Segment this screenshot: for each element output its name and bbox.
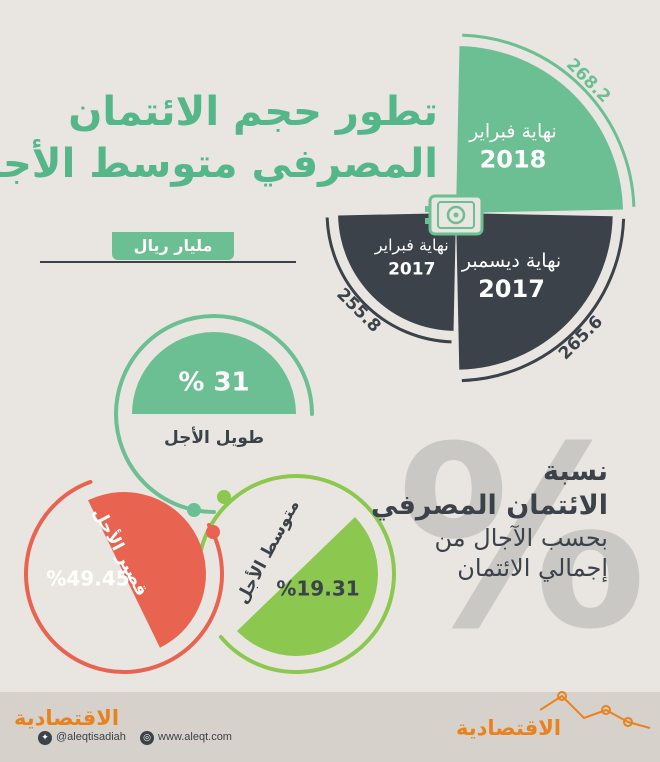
share-ring-dot-0 xyxy=(187,503,201,517)
share-title-line-1: نسبة xyxy=(542,456,608,487)
share-title-line-2: الائتمان المصرفي xyxy=(370,489,608,521)
title-line-1: تطور حجم الائتمان xyxy=(68,89,438,135)
globe-icon[interactable]: ◎ xyxy=(140,731,154,745)
share-ring-0 xyxy=(114,314,314,514)
radial-year-label-1: 2017 xyxy=(478,275,545,303)
chart-title: تطور حجم الائتمان المصرفي متوسط الأجل xyxy=(0,86,438,190)
radial-outer-arc-1 xyxy=(461,218,626,383)
unit-label: مليار ريال xyxy=(112,232,234,260)
share-chart-title: نسبة الائتمان المصرفي بحسب الآجال من إجم… xyxy=(348,455,608,583)
share-value-label-0: % 31 xyxy=(178,368,249,398)
website-link[interactable]: www.aleqt.com xyxy=(158,731,232,743)
share-ring-dot-1 xyxy=(217,490,231,504)
share-slice-1 xyxy=(237,517,378,656)
share-title-line-3: بحسب الآجال من xyxy=(434,523,608,552)
radial-bar-2 xyxy=(338,213,456,331)
safe-icon xyxy=(425,194,484,236)
radial-period-label-1: نهاية ديسمبر xyxy=(461,250,561,272)
share-ring-2 xyxy=(24,479,224,674)
footer-trend-line-icon xyxy=(540,691,651,729)
twitter-handle[interactable]: @aleqtisadiah xyxy=(56,731,126,743)
share-slice-2 xyxy=(88,492,206,648)
share-title-line-4: إجمالي الائتمان xyxy=(457,553,608,582)
radial-outer-arc-0 xyxy=(462,33,636,207)
radial-period-label-2: نهاية فبراير xyxy=(374,235,449,255)
share-value-label-1: %19.31 xyxy=(276,577,359,601)
radial-year-label-0: 2018 xyxy=(480,145,547,173)
radial-period-label-0: نهاية فبراير xyxy=(468,120,557,142)
twitter-icon[interactable]: ✦ xyxy=(38,731,52,745)
title-line-2: المصرفي متوسط الأجل xyxy=(0,141,438,187)
radial-year-label-2: 2017 xyxy=(388,259,435,279)
share-value-label-2: %49.45 xyxy=(46,567,129,591)
share-ring-1 xyxy=(196,474,396,674)
share-slice-0 xyxy=(132,332,296,414)
share-name-label-0: طويل الأجل xyxy=(164,427,264,448)
unit-divider xyxy=(40,261,296,263)
radial-outer-arc-2 xyxy=(325,217,452,344)
radial-bar-1 xyxy=(456,213,613,370)
radial-bar-0 xyxy=(456,46,623,214)
footer-logo-right: الاقتصادية xyxy=(456,716,562,740)
background-percent-glyph: % xyxy=(397,393,648,684)
share-ring-dot-2 xyxy=(206,525,220,539)
footer-logo-left: الاقتصادية xyxy=(14,706,120,730)
